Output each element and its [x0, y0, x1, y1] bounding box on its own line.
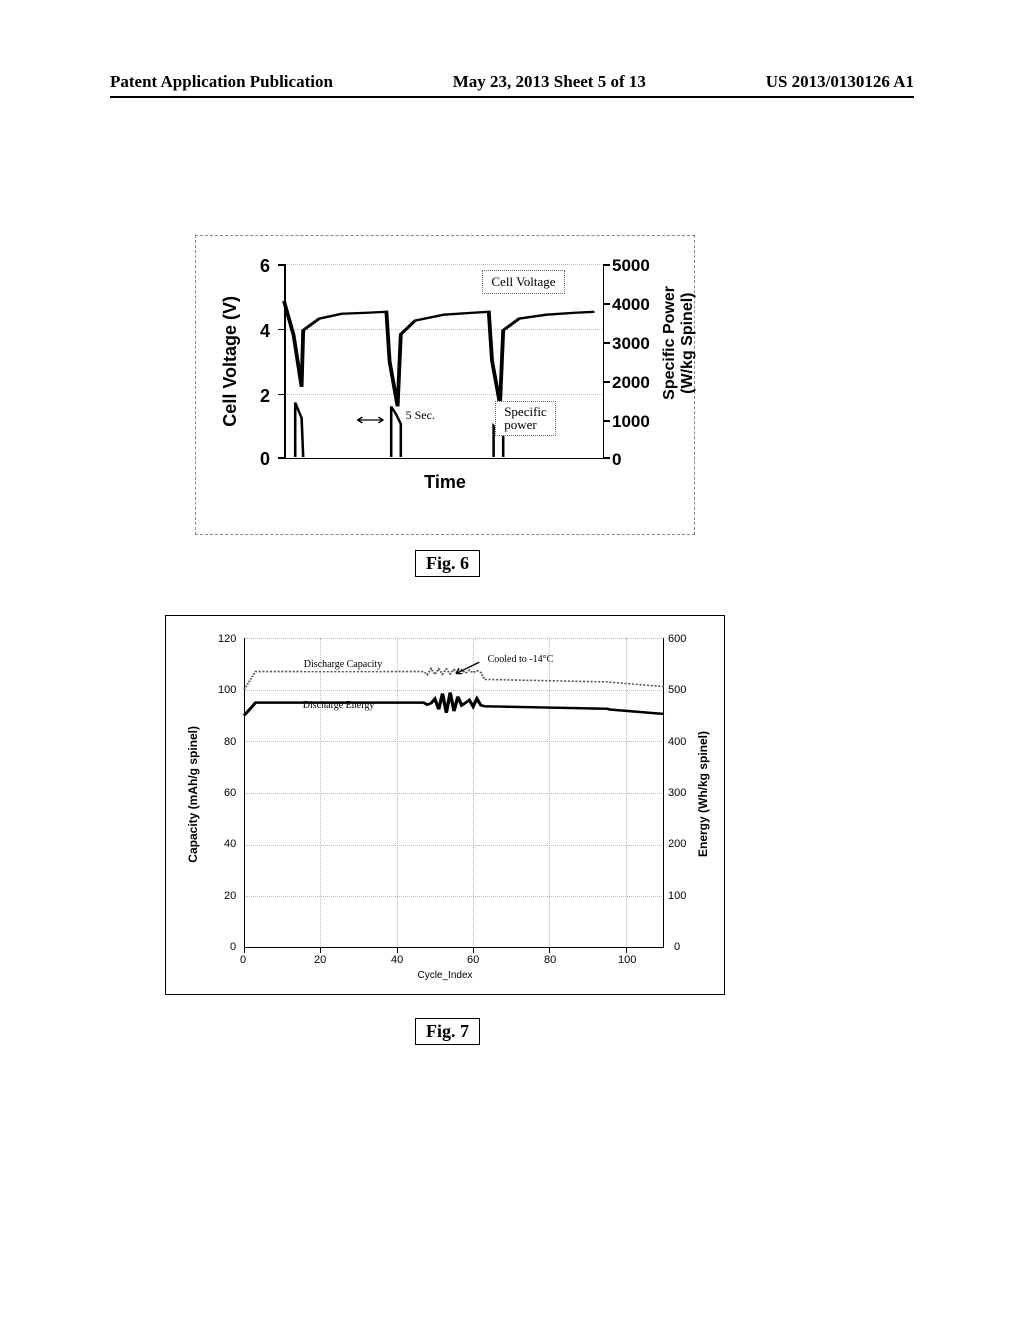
fig7-xtick — [397, 948, 398, 953]
fig7-yr-400: 400 — [668, 736, 686, 748]
fig7-yr-500: 500 — [668, 684, 686, 696]
fig7-yl-40: 40 — [224, 838, 236, 850]
fig6-time-annotation: 5 Sec. — [406, 408, 435, 423]
fig6-ylabel-right: Specific Power (W/kg Spinel) — [661, 286, 697, 400]
fig7-panel: Discharge Capacity Discharge Energy Cool… — [165, 615, 725, 995]
fig7-yr-0: 0 — [674, 941, 680, 953]
fig6-legend-power: Specific power — [495, 401, 556, 436]
fig6-yr-3000: 3000 — [612, 334, 650, 354]
fig6-yl-0: 0 — [260, 449, 270, 470]
fig7-yr-200: 200 — [668, 838, 686, 850]
fig7-xtick — [626, 948, 627, 953]
fig6-voltage-curve — [284, 301, 594, 406]
fig6-rtick — [604, 457, 610, 459]
fig6-power-curve — [391, 406, 401, 457]
fig7-xtick — [320, 948, 321, 953]
fig7-xlabel: Cycle_Index — [166, 970, 724, 981]
fig6-legend-power-text: Specific power — [504, 404, 547, 433]
fig7-xtick — [473, 948, 474, 953]
fig6-rtick — [604, 342, 610, 344]
fig7-yl-120: 120 — [218, 633, 236, 645]
fig7-x-0: 0 — [240, 954, 246, 966]
fig6-xlabel: Time — [196, 472, 694, 493]
page-header: Patent Application Publication May 23, 2… — [110, 72, 914, 98]
fig6-time-arrow — [358, 417, 384, 423]
fig7-label-cooled: Cooled to -14°C — [488, 654, 554, 665]
fig6-yr-5000: 5000 — [612, 256, 650, 276]
fig7-x-100: 100 — [618, 954, 636, 966]
fig7-x-40: 40 — [391, 954, 403, 966]
header-left: Patent Application Publication — [110, 72, 333, 92]
fig7-yl-20: 20 — [224, 890, 236, 902]
fig6-panel: 5 Sec. Cell Voltage Specific power 6 4 2… — [195, 235, 695, 535]
fig6-ylabel-left: Cell Voltage (V) — [220, 296, 241, 427]
fig7-label-capacity: Discharge Capacity — [303, 658, 383, 671]
fig6-yl-4: 4 — [260, 321, 270, 342]
fig7-ylabel-right: Energy (Wh/kg spinel) — [696, 731, 710, 857]
fig7-yl-100: 100 — [218, 684, 236, 696]
fig7-xtick — [549, 948, 550, 953]
fig7-ylabel-left: Capacity (mAh/g spinel) — [186, 726, 200, 863]
header-center: May 23, 2013 Sheet 5 of 13 — [453, 72, 646, 92]
fig6-rtick — [604, 420, 610, 422]
fig7-yl-80: 80 — [224, 736, 236, 748]
fig7-capacity-line — [244, 669, 664, 690]
fig6-rtick — [604, 303, 610, 305]
fig6-yl-2: 2 — [260, 386, 270, 407]
fig7-curves — [244, 638, 664, 948]
fig6-yr-1000: 1000 — [612, 412, 650, 432]
fig6-plot-area: 5 Sec. Cell Voltage Specific power — [284, 264, 604, 459]
fig7-plot-area: Discharge Capacity Discharge Energy Cool… — [244, 638, 664, 948]
fig7-caption: Fig. 7 — [415, 1018, 480, 1045]
fig6-rtick — [604, 264, 610, 266]
fig6-legend-voltage: Cell Voltage — [482, 270, 564, 294]
fig6-yl-6: 6 — [260, 256, 270, 277]
fig7-yl-60: 60 — [224, 787, 236, 799]
fig7-x-20: 20 — [314, 954, 326, 966]
fig7-yl-0: 0 — [230, 941, 236, 953]
fig6-yr-2000: 2000 — [612, 373, 650, 393]
fig6-rtick — [604, 381, 610, 383]
fig6-power-curve — [295, 402, 303, 457]
fig7-yr-300: 300 — [668, 787, 686, 799]
fig7-yr-100: 100 — [668, 890, 686, 902]
fig7-x-80: 80 — [544, 954, 556, 966]
header-right: US 2013/0130126 A1 — [766, 72, 914, 92]
fig6-yr-0: 0 — [612, 450, 621, 470]
fig6-yr-4000: 4000 — [612, 295, 650, 315]
fig7-x-60: 60 — [467, 954, 479, 966]
fig7-label-energy: Discharge Energy — [303, 700, 375, 711]
fig7-yr-600: 600 — [668, 633, 686, 645]
fig6-caption: Fig. 6 — [415, 550, 480, 577]
fig7-xtick — [244, 948, 245, 953]
